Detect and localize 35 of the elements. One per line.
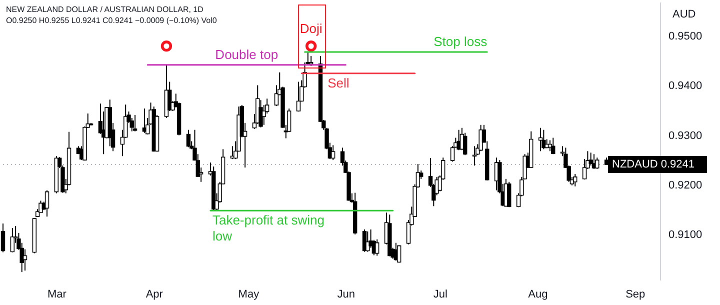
- candlestick: [374, 238, 380, 256]
- candlestick: [330, 144, 336, 161]
- candlestick: [595, 157, 600, 170]
- chart-title: NEW ZEALAND DOLLAR / AUSTRALIAN DOLLAR, 1D: [6, 5, 204, 14]
- candlestick: [296, 81, 301, 112]
- candlestick: [588, 152, 593, 166]
- text: O0.9250 H0.9255 L0.9241 C0.9241 −0.0009 (−0.10%) Vol0: [6, 16, 218, 25]
- y-axis-title: AUD: [672, 8, 696, 20]
- y-tick-label: 0.9500: [668, 30, 702, 43]
- ref-line-label: NZDAUD 0.9241: [612, 158, 695, 171]
- candlestick: [507, 181, 512, 208]
- candlestick: [274, 84, 279, 107]
- x-tick-label: Sep: [626, 288, 646, 300]
- x-tick-label: Aug: [528, 288, 548, 300]
- candlestick: [551, 137, 556, 155]
- y-tick-label: 0.9400: [668, 80, 702, 92]
- candlestick: [186, 129, 191, 148]
- annotation: Doji: [300, 21, 322, 36]
- candlestick: [450, 146, 455, 162]
- series-label: Stop loss: [434, 34, 488, 50]
- y-tick-label: 0.9100: [668, 228, 702, 241]
- candlestick: [478, 124, 483, 152]
- candlestick: [573, 173, 578, 187]
- x-tick-label: Jul: [433, 288, 448, 300]
- x-tick-label: Apr: [146, 288, 164, 300]
- candlestick: [463, 132, 468, 156]
- x-tick-label: Mar: [47, 288, 67, 300]
- series-label: Double top: [215, 46, 278, 62]
- y-tick-label: 0.9300: [668, 130, 702, 142]
- x-tick-label: May: [238, 288, 260, 300]
- series-label: Take-profit at swing low: [212, 212, 324, 244]
- x-tick-label: Jun: [337, 288, 356, 300]
- y-tick-label: 0.9200: [668, 179, 702, 192]
- series-label: Sell: [328, 75, 350, 90]
- candlestick: [472, 146, 477, 166]
